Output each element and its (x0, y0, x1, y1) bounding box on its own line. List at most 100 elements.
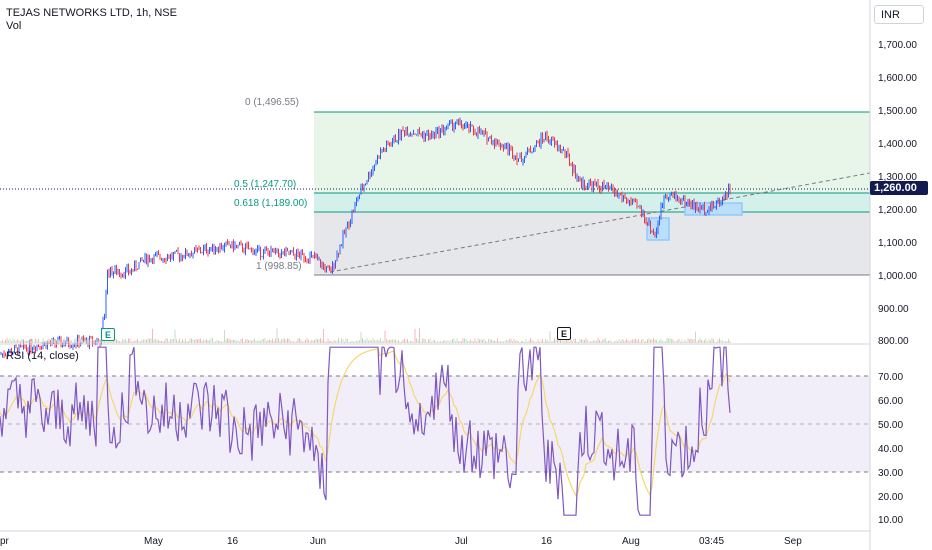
candle-body (612, 186, 614, 192)
candle-body (524, 157, 525, 162)
candle-body (641, 205, 642, 214)
candle-body (278, 248, 279, 254)
candle-body (398, 131, 399, 141)
rsi-axis[interactable]: 70.00 60.00 50.00 40.00 30.00 20.00 10.00 (878, 372, 903, 526)
candle-body (623, 197, 624, 200)
candle-body (290, 252, 291, 255)
rsi-tick-label: 10.00 (878, 515, 903, 526)
rsi-label[interactable]: RSI (14, close) (6, 350, 79, 362)
candle-body (576, 177, 578, 179)
volume-bar (282, 338, 284, 343)
volume-bar (53, 339, 54, 343)
volume-bar (363, 339, 365, 343)
candle-body (116, 267, 117, 275)
candle-body (186, 250, 188, 256)
candle-body (177, 250, 179, 254)
volume-bar (716, 341, 717, 343)
volume-bar (318, 339, 320, 343)
candle-body (437, 128, 438, 131)
volume-bar (38, 338, 39, 343)
volume-bar (711, 338, 713, 343)
volume-bar (675, 341, 677, 343)
volume-bar (284, 338, 285, 343)
volume-bar (126, 341, 128, 343)
volume-label[interactable]: Vol (6, 20, 22, 32)
candle-body (336, 253, 338, 262)
candle-body (701, 205, 702, 210)
candle-body (726, 192, 728, 197)
volume-bar (653, 338, 654, 343)
volume-bar (341, 338, 342, 343)
candle-body (435, 130, 437, 137)
price-axis[interactable]: 1,700.00 1,600.00 1,500.00 1,400.00 1,300.00… (878, 40, 917, 347)
candle-body (608, 183, 609, 189)
candle-body (498, 140, 500, 147)
volume-bar (68, 340, 69, 343)
earnings-badge-1[interactable]: E (101, 328, 115, 341)
volume-bar (65, 340, 66, 343)
volume-bar (470, 339, 471, 343)
candle-body (62, 342, 63, 347)
volume-bar (372, 338, 374, 343)
volume-bar (194, 339, 195, 343)
candle-body (386, 142, 387, 150)
candle-body (371, 172, 372, 177)
volume-bar (540, 340, 542, 343)
volume-bar (176, 338, 177, 343)
candle-body (657, 223, 659, 232)
candle-body (500, 146, 501, 148)
candle-body (675, 192, 677, 199)
candle-body (272, 248, 273, 252)
volume-bar (605, 338, 606, 343)
volume-bar (252, 339, 254, 343)
volume-bar (383, 340, 384, 343)
candle-body (678, 196, 680, 201)
candle-body (501, 145, 503, 148)
candle-body (713, 201, 714, 208)
candle-body (21, 345, 23, 347)
volume-bar (155, 338, 156, 343)
candle-body (251, 248, 252, 250)
candle-body (614, 191, 615, 194)
candle-body (11, 350, 12, 355)
volume-bar (72, 341, 74, 343)
candle-body (167, 256, 168, 261)
candle-body (3, 353, 5, 356)
volume-bar (461, 341, 462, 343)
candle-body (690, 203, 692, 209)
candle-body (287, 249, 288, 251)
volume-bar (138, 341, 140, 343)
earnings-badge-2[interactable]: E (557, 327, 571, 340)
volume-bar (174, 329, 176, 343)
volume-bar (348, 341, 350, 343)
candle-body (449, 122, 450, 124)
candle-body (35, 348, 36, 351)
candle-body (108, 269, 110, 277)
volume-bar (77, 341, 78, 343)
volume-bar (228, 338, 230, 343)
volume-bar (32, 339, 33, 343)
volume-bar (146, 339, 147, 343)
volume-bar (602, 340, 603, 343)
candle-body (365, 183, 366, 186)
volume-bar (647, 339, 648, 343)
candle-body (723, 196, 725, 201)
symbol-title[interactable]: TEJAS NETWORKS LTD, 1h, NSE (6, 7, 177, 19)
volume-bar (681, 339, 683, 343)
volume-bar (288, 338, 290, 343)
time-axis[interactable]: pr May 16 Jun Jul 16 Aug 03:45 Sep (0, 536, 802, 547)
volume-bar (702, 340, 704, 343)
volume-bar (624, 340, 626, 343)
volume-bar (8, 340, 9, 343)
currency-button[interactable]: INR (874, 5, 924, 24)
candle-body (242, 244, 243, 251)
trend-line[interactable] (329, 172, 871, 273)
candle-body (515, 155, 516, 158)
volume-bar (422, 338, 423, 343)
volume-bar (150, 338, 152, 343)
candle-body (377, 156, 378, 163)
volume-bar (713, 339, 714, 343)
candle-body (642, 212, 644, 214)
